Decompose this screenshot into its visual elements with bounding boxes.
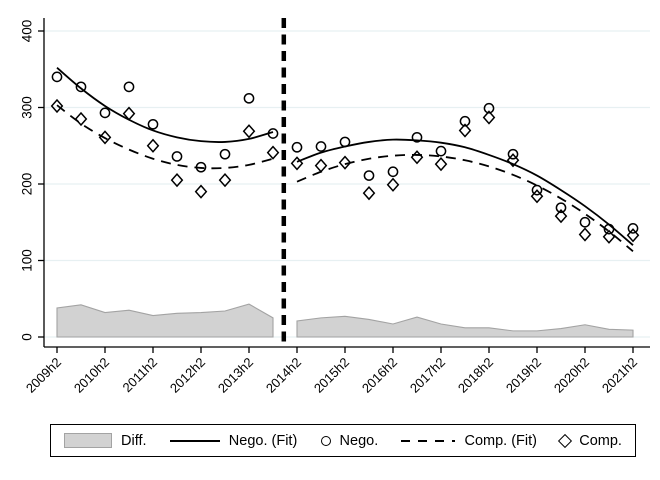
nego-marker — [219, 148, 231, 160]
legend: Diff. Nego. (Fit) Nego. Comp. (Fit) Comp… — [50, 424, 636, 457]
nego-marker — [75, 81, 87, 93]
nego-marker — [627, 223, 639, 234]
legend-item-nego: Nego. — [320, 432, 379, 449]
legend-label-nego-fit: Nego. (Fit) — [228, 432, 298, 449]
y-tick-label: 200 — [20, 173, 35, 196]
nego-marker — [363, 170, 375, 181]
x-tick-label: 2013h2 — [215, 355, 256, 396]
comp-marker — [386, 177, 400, 192]
nego-marker — [315, 141, 327, 152]
nego-marker — [51, 71, 63, 83]
legend-label-comp-fit: Comp. (Fit) — [464, 432, 537, 449]
nego-marker — [483, 102, 495, 114]
comp-marker — [242, 124, 256, 139]
area-swatch — [64, 433, 112, 448]
comp-marker — [74, 111, 88, 127]
x-tick-label: 2012h2 — [167, 355, 208, 396]
legend-label-nego: Nego. — [339, 432, 379, 449]
comp-marker — [626, 228, 640, 243]
nego-marker — [171, 151, 183, 162]
comp-marker — [410, 150, 424, 165]
nego-marker — [147, 118, 159, 130]
x-tick-label: 2020h2 — [551, 355, 592, 396]
x-tick-label: 2018h2 — [455, 355, 496, 396]
circle-marker-swatch — [320, 435, 331, 446]
y-tick-label: 0 — [20, 333, 35, 341]
comp-marker — [170, 173, 184, 188]
nego-marker — [579, 216, 591, 228]
y-tick-label: 400 — [20, 20, 35, 43]
x-tick-label: 2014h2 — [263, 355, 304, 396]
comp-marker — [218, 173, 232, 188]
nego-fit-line — [56, 67, 274, 143]
comp-marker — [338, 155, 352, 170]
comp-marker — [362, 186, 376, 201]
legend-label-comp: Comp. — [579, 432, 622, 449]
nego-marker — [291, 141, 303, 153]
comp-marker — [554, 208, 568, 224]
comp-marker — [530, 189, 544, 204]
comp-marker — [458, 123, 472, 138]
x-tick-label: 2019h2 — [503, 355, 544, 396]
comp-marker — [482, 110, 496, 125]
x-tick-label: 2011h2 — [120, 355, 161, 396]
legend-item-diff: Diff. — [64, 433, 147, 449]
comp-marker — [122, 106, 136, 121]
diamond-marker-swatch — [558, 433, 573, 448]
x-tick-label: 2010h2 — [71, 355, 112, 396]
comp-marker — [578, 227, 592, 242]
nego-marker — [411, 131, 423, 143]
comp-marker — [50, 98, 64, 114]
y-tick-label: 100 — [20, 249, 35, 272]
nego-marker — [555, 202, 567, 214]
nego-marker — [123, 81, 135, 93]
nego-fit-line — [296, 138, 634, 246]
comp-marker — [314, 158, 328, 173]
diff-area — [56, 303, 274, 338]
nego-marker — [339, 136, 351, 148]
nego-marker — [603, 223, 615, 235]
comp-marker — [266, 145, 280, 160]
comp-marker — [98, 130, 112, 145]
comp-marker — [194, 184, 208, 199]
nego-marker — [243, 92, 255, 104]
y-tick-label: 300 — [20, 96, 35, 119]
solid-line-swatch — [169, 439, 220, 442]
nego-marker — [435, 145, 447, 157]
nego-marker — [99, 107, 111, 119]
dashed-line-swatch — [401, 439, 456, 442]
nego-marker — [387, 166, 399, 178]
x-tick-label: 2021h2 — [599, 355, 640, 396]
nego-marker — [507, 148, 519, 160]
diff-area — [296, 315, 634, 338]
legend-label-diff: Diff. — [121, 432, 147, 449]
comp-marker — [146, 138, 160, 153]
x-tick-label: 2015h2 — [311, 355, 352, 396]
comp-marker — [290, 156, 304, 171]
x-tick-label: 2016h2 — [359, 355, 400, 396]
comp-marker — [434, 156, 448, 172]
comp-fit-line — [56, 104, 274, 170]
nego-marker — [195, 161, 207, 173]
comp-marker — [602, 229, 616, 244]
x-tick-label: 2017h2 — [407, 355, 448, 396]
comp-marker — [506, 153, 520, 168]
nego-marker — [267, 128, 279, 139]
comp-fit-line — [296, 154, 634, 253]
nego-marker — [531, 184, 543, 196]
legend-item-comp: Comp. — [558, 432, 622, 449]
x-tick-label: 2009h2 — [23, 355, 64, 396]
nego-marker — [459, 115, 471, 127]
legend-item-comp-fit: Comp. (Fit) — [401, 433, 537, 449]
legend-item-nego-fit: Nego. (Fit) — [169, 432, 298, 449]
